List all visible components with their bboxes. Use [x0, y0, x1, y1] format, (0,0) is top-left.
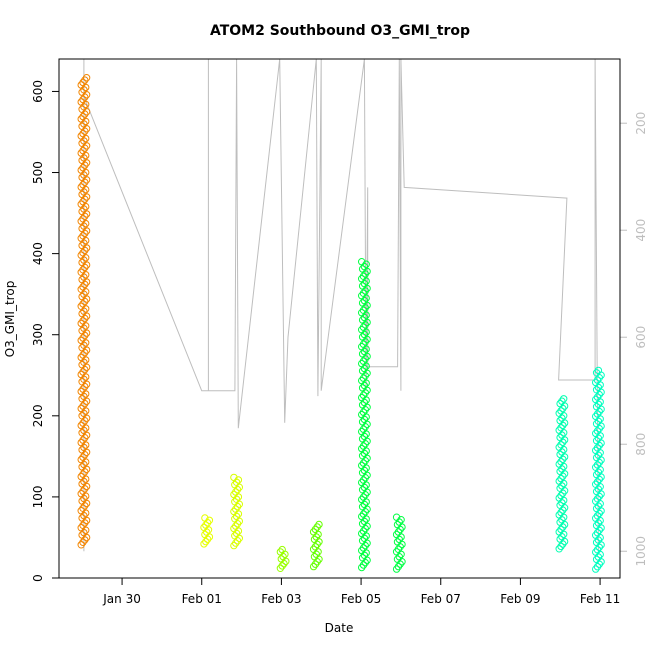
chart-title: ATOM2 Southbound O3_GMI_trop	[210, 23, 470, 39]
x-tick-label: Feb 11	[580, 592, 620, 606]
y2-tick-label: 1000	[634, 536, 648, 567]
y-tick-label: 400	[31, 242, 45, 265]
x-tick-label: Feb 07	[421, 592, 461, 606]
x-tick-label: Feb 05	[341, 592, 381, 606]
x-tick-label: Feb 01	[182, 592, 222, 606]
y2-tick-label: 800	[634, 433, 648, 456]
y-tick-label: 200	[31, 404, 45, 427]
y2-tick-label: 400	[634, 219, 648, 242]
y-tick-label: 300	[31, 323, 45, 346]
y-tick-label: 0	[31, 574, 45, 582]
x-tick-label: Feb 09	[500, 592, 540, 606]
y2-tick-label: 600	[634, 326, 648, 349]
x-axis-label: Date	[325, 621, 354, 635]
y-tick-label: 100	[31, 485, 45, 508]
y2-tick-label: 200	[634, 112, 648, 135]
y-tick-label: 500	[31, 161, 45, 184]
x-tick-label: Feb 03	[261, 592, 301, 606]
y-tick-label: 600	[31, 80, 45, 103]
y-axis-label: O3_GMI_trop	[3, 281, 17, 358]
x-tick-label: Jan 30	[102, 592, 141, 606]
